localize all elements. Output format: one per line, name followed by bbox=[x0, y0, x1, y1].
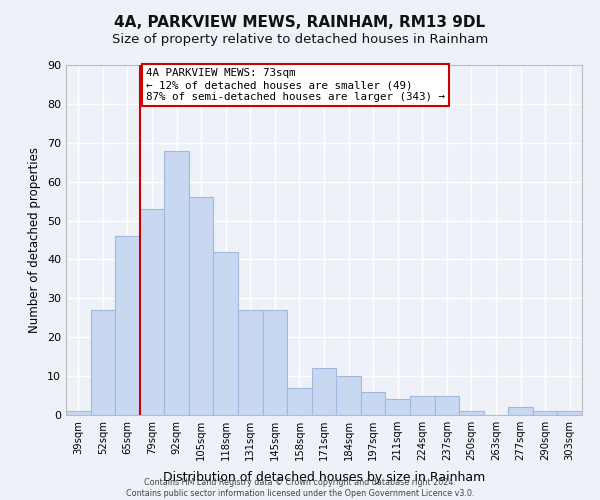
Bar bbox=[459, 411, 484, 415]
Bar bbox=[263, 310, 287, 415]
Bar bbox=[410, 396, 434, 415]
Bar bbox=[385, 400, 410, 415]
Bar bbox=[434, 396, 459, 415]
Text: 4A PARKVIEW MEWS: 73sqm
← 12% of detached houses are smaller (49)
87% of semi-de: 4A PARKVIEW MEWS: 73sqm ← 12% of detache… bbox=[146, 68, 445, 102]
Bar bbox=[115, 236, 140, 415]
Bar bbox=[189, 197, 214, 415]
X-axis label: Distribution of detached houses by size in Rainham: Distribution of detached houses by size … bbox=[163, 472, 485, 484]
Text: Size of property relative to detached houses in Rainham: Size of property relative to detached ho… bbox=[112, 32, 488, 46]
Bar bbox=[164, 150, 189, 415]
Text: Contains HM Land Registry data © Crown copyright and database right 2024.
Contai: Contains HM Land Registry data © Crown c… bbox=[126, 478, 474, 498]
Bar bbox=[66, 411, 91, 415]
Bar bbox=[508, 407, 533, 415]
Bar bbox=[312, 368, 336, 415]
Bar bbox=[214, 252, 238, 415]
Bar bbox=[91, 310, 115, 415]
Bar bbox=[533, 411, 557, 415]
Text: 4A, PARKVIEW MEWS, RAINHAM, RM13 9DL: 4A, PARKVIEW MEWS, RAINHAM, RM13 9DL bbox=[115, 15, 485, 30]
Bar bbox=[361, 392, 385, 415]
Bar bbox=[336, 376, 361, 415]
Y-axis label: Number of detached properties: Number of detached properties bbox=[28, 147, 41, 333]
Bar bbox=[287, 388, 312, 415]
Bar bbox=[140, 209, 164, 415]
Bar bbox=[557, 411, 582, 415]
Bar bbox=[238, 310, 263, 415]
